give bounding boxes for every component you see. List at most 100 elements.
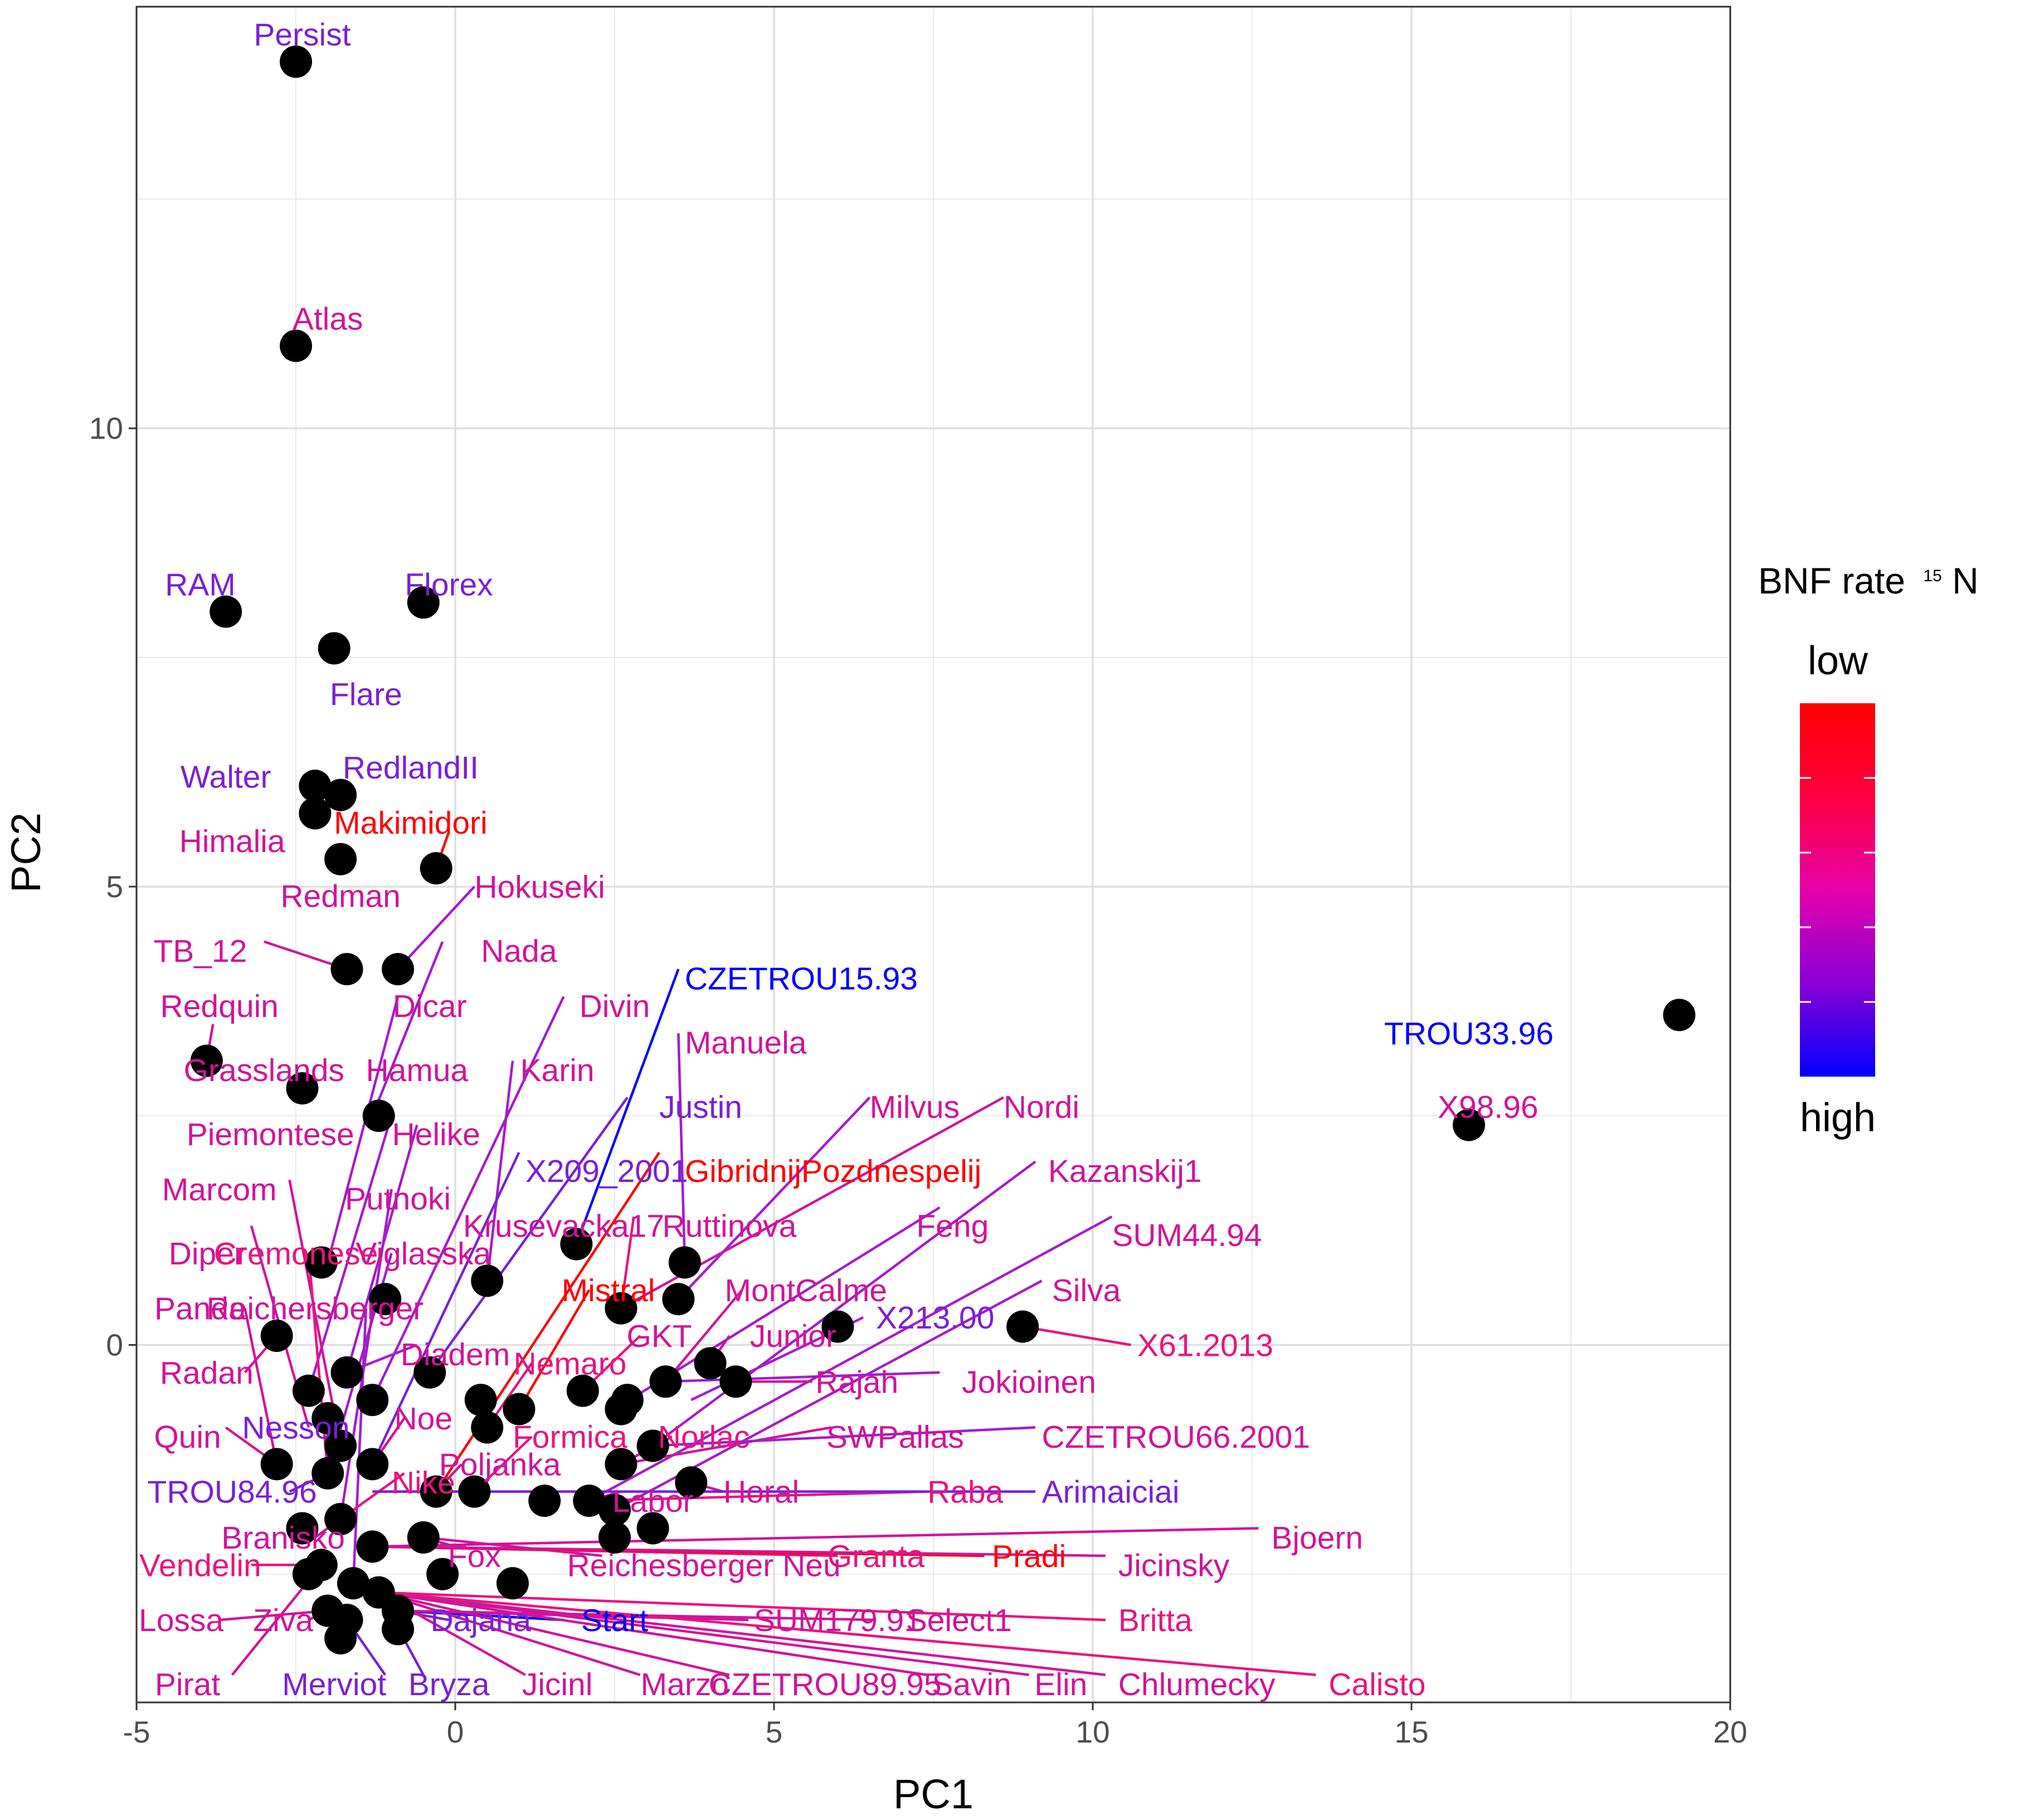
point-label: Flare	[330, 677, 402, 713]
label-connector	[378, 1591, 730, 1676]
data-point	[324, 1622, 357, 1654]
legend-colorbar-ticks	[1800, 777, 1875, 1003]
point-label: GibridnijPozdnespelij	[685, 1154, 981, 1189]
data-point	[280, 329, 312, 362]
point-label: Nada	[481, 933, 557, 969]
data-point	[292, 1558, 325, 1590]
point-label: Mistral	[562, 1273, 655, 1308]
data-point	[299, 770, 332, 802]
point-label: Rajah	[815, 1364, 898, 1400]
point-label: Poljanka	[439, 1447, 561, 1482]
point-label: Milvus	[870, 1089, 960, 1125]
point-label: Persist	[254, 17, 351, 52]
point-label: CZETROU15.93	[685, 961, 918, 997]
data-point	[318, 632, 351, 665]
label-connector	[372, 1545, 1106, 1558]
label-connector	[653, 1426, 1036, 1447]
data-point	[458, 1475, 491, 1508]
point-label: Helike	[392, 1117, 480, 1152]
label-connector	[219, 1609, 328, 1622]
legend-title-main: BNF rate	[1758, 560, 1905, 601]
point-label: Calisto	[1328, 1667, 1425, 1702]
data-point	[407, 1521, 440, 1554]
data-point	[675, 1466, 708, 1499]
point-label: Jokioinen	[962, 1364, 1096, 1400]
label-connector	[307, 1115, 393, 1391]
data-point	[330, 1356, 363, 1389]
data-point	[356, 1530, 389, 1563]
data-point	[611, 1384, 644, 1417]
point-label: Feng	[916, 1209, 989, 1244]
data-point	[560, 1228, 593, 1261]
point-label: RedlandII	[343, 750, 479, 786]
point-label: Elin	[1034, 1667, 1087, 1702]
x-tick-label: 5	[766, 1715, 783, 1749]
point-label: Reichesberger Neu	[567, 1548, 841, 1583]
label-connector	[677, 1033, 687, 1263]
point-label: Diper	[169, 1236, 245, 1272]
data-point	[605, 1292, 637, 1325]
point-label: CZETROU89.95	[708, 1667, 941, 1702]
label-connector	[371, 996, 565, 1401]
data-point	[260, 1320, 293, 1352]
point-label: Formica	[513, 1419, 627, 1455]
data-point	[356, 1384, 389, 1417]
legend-title: BNF rate 15 N	[1758, 548, 1979, 601]
legend-low-label: low	[1808, 639, 1868, 683]
data-point	[324, 843, 357, 875]
data-point	[286, 1512, 319, 1545]
label-connector	[429, 1097, 629, 1374]
point-label: Walter	[181, 760, 271, 795]
label-connector	[327, 996, 400, 1263]
point-label: Divin	[580, 989, 650, 1024]
data-point	[210, 595, 242, 628]
label-connector	[372, 1527, 1259, 1548]
label-connector	[677, 1096, 871, 1300]
point-label: Jicinsky	[1118, 1548, 1230, 1583]
point-label: Himalia	[179, 824, 285, 859]
point-label: X98.96	[1438, 1089, 1539, 1125]
point-label: Merviot	[282, 1667, 386, 1702]
point-label: Nike	[392, 1465, 455, 1501]
plot-panel-border	[135, 6, 1731, 1704]
point-label: Redquin	[160, 989, 279, 1024]
point-label: SUM179.91	[754, 1603, 922, 1638]
point-label: Florex	[405, 567, 493, 602]
data-point	[528, 1485, 561, 1517]
point-label: Reichersberger	[206, 1291, 424, 1327]
point-label: Silva	[1052, 1273, 1121, 1308]
data-point	[636, 1512, 669, 1545]
data-point	[330, 953, 363, 986]
label-connector	[575, 969, 680, 1245]
point-label: Pradi	[992, 1539, 1066, 1574]
data-point	[190, 1044, 223, 1077]
label-connector	[1022, 1325, 1132, 1346]
point-label: Justin	[659, 1089, 742, 1125]
point-label: Nesson	[242, 1410, 349, 1446]
label-connector	[652, 1160, 1036, 1447]
label-connector	[423, 1536, 602, 1558]
label-connector	[307, 1253, 329, 1473]
data-point	[420, 852, 452, 885]
legend-title-superscript: 15	[1923, 567, 1941, 585]
data-point	[362, 1099, 395, 1132]
point-label: Atlas	[293, 301, 363, 337]
point-label: Radan	[160, 1355, 254, 1391]
point-label: Hokuseki	[474, 869, 605, 905]
label-connector	[378, 1591, 1029, 1676]
point-label: Cremonese	[214, 1236, 378, 1272]
data-point	[356, 1448, 389, 1481]
label-connector	[378, 1591, 1106, 1622]
label-connector	[378, 1591, 927, 1676]
point-label: TB_12	[153, 933, 247, 969]
data-point	[407, 586, 440, 619]
y-tick-label: 10	[89, 411, 123, 446]
data-point	[324, 1503, 357, 1536]
x-tick-label: 0	[447, 1715, 464, 1749]
point-label: Putnoki	[345, 1181, 451, 1216]
label-connector	[665, 1371, 940, 1383]
point-label: Vendelin	[139, 1548, 261, 1583]
data-point	[311, 1402, 344, 1435]
point-label: Kazanskij1	[1048, 1154, 1202, 1189]
